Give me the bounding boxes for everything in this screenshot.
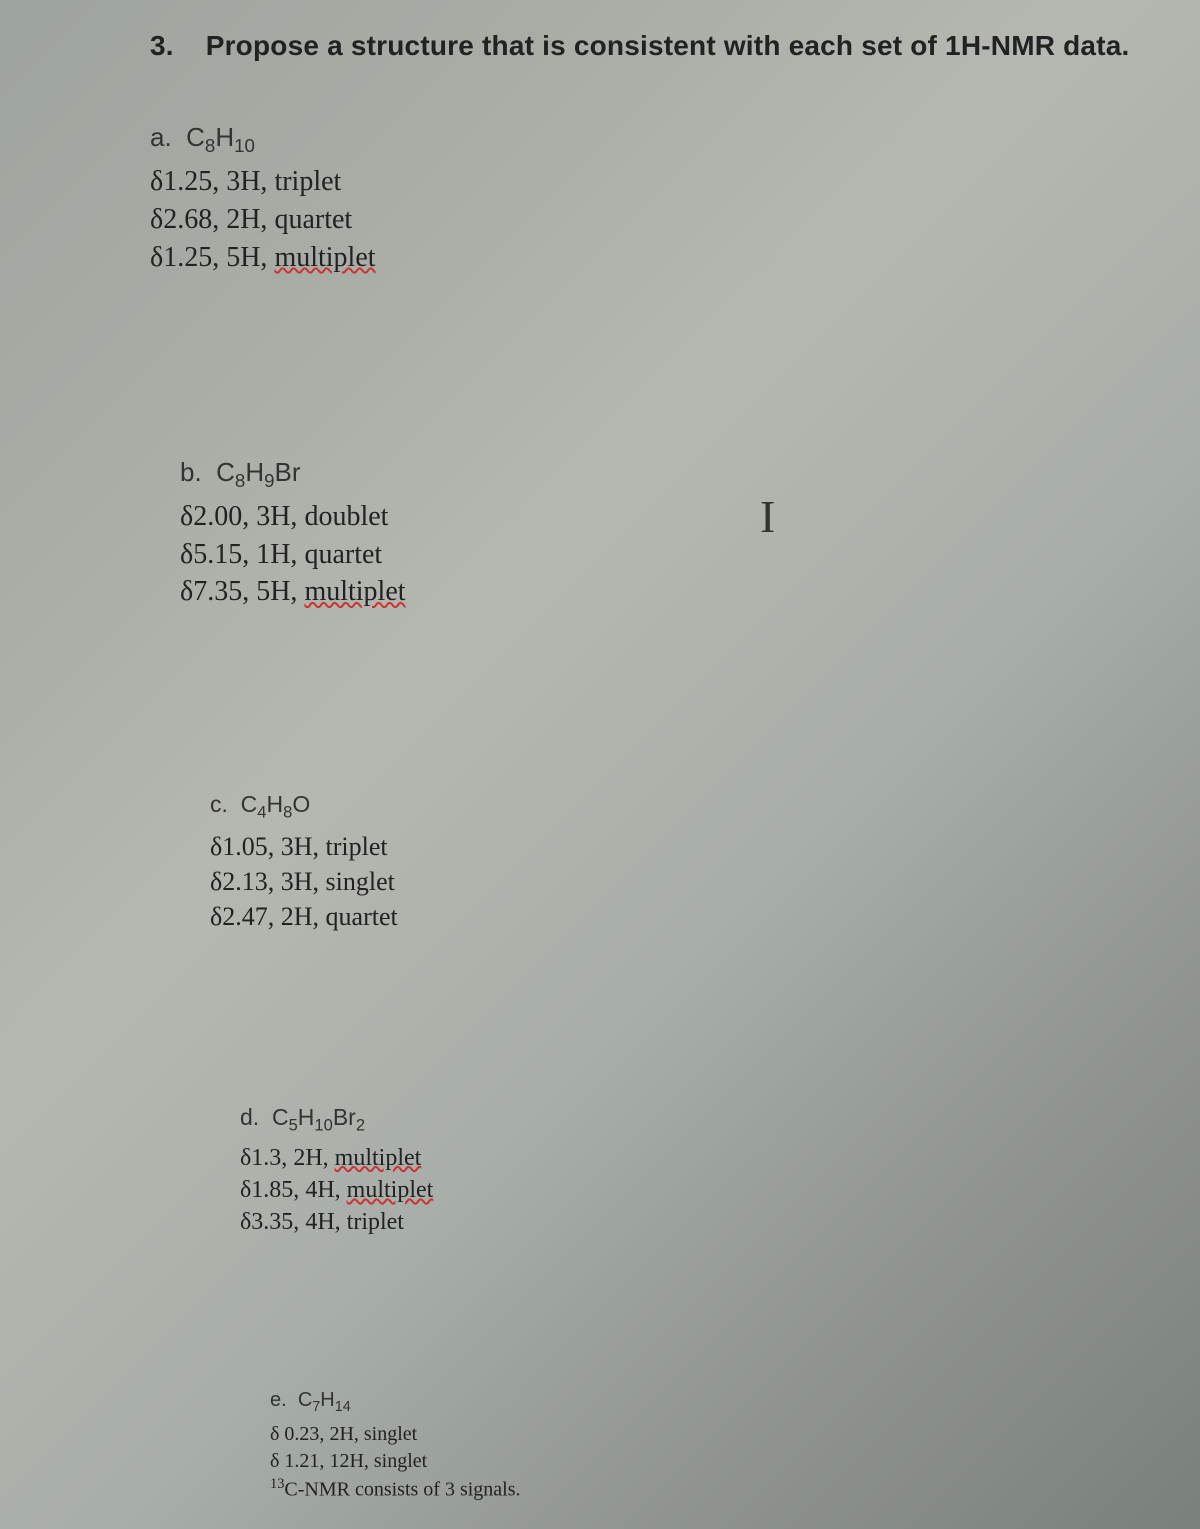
part-d-line-1: δ1.85, 4H, multiplet [240, 1174, 1140, 1206]
part-e-label: e. [270, 1389, 287, 1411]
part-a: a. C8H10 δ1.25, 3H, triplet δ2.68, 2H, q… [150, 122, 1140, 277]
part-e-line-1: δ 1.21, 12H, singlet [270, 1448, 1140, 1475]
part-e-formula: e. C7H14 [270, 1389, 1140, 1415]
part-d-label: d. [240, 1104, 259, 1130]
part-d-formula-text: C5H10Br2 [272, 1104, 365, 1130]
part-e: e. C7H14 δ 0.23, 2H, singlet δ 1.21, 12H… [270, 1389, 1140, 1504]
part-e-extra: 13C-NMR consists of 3 signals. [270, 1475, 1140, 1504]
part-b: b. C8H9Br δ2.00, 3H, doublet δ5.15, 1H, … [180, 457, 1140, 612]
part-a-formula: a. C8H10 [150, 122, 1140, 157]
part-b-formula-text: C8H9Br [216, 457, 300, 487]
part-d-formula: d. C5H10Br2 [240, 1104, 1140, 1136]
part-c-formula-text: C4H8O [241, 791, 311, 817]
part-a-line-0: δ1.25, 3H, triplet [150, 163, 1140, 201]
exam-page: 3. Propose a structure that is consisten… [0, 0, 1200, 1529]
part-b-label: b. [180, 457, 202, 487]
part-c: c. C4H8O δ1.05, 3H, triplet δ2.13, 3H, s… [210, 791, 1140, 934]
question-header: 3. Propose a structure that is consisten… [150, 30, 1140, 62]
question-text: Propose a structure that is consistent w… [206, 30, 1130, 61]
part-a-formula-text: C8H10 [186, 122, 255, 152]
part-b-line-1: δ5.15, 1H, quartet [180, 536, 1140, 574]
part-a-label: a. [150, 122, 172, 152]
part-a-line-1: δ2.68, 2H, quartet [150, 201, 1140, 239]
text-cursor-icon: I [760, 490, 775, 543]
part-d: d. C5H10Br2 δ1.3, 2H, multiplet δ1.85, 4… [240, 1104, 1140, 1239]
part-b-formula: b. C8H9Br [180, 457, 1140, 492]
part-e-formula-text: C7H14 [298, 1389, 351, 1411]
part-e-line-0: δ 0.23, 2H, singlet [270, 1421, 1140, 1448]
part-c-line-2: δ2.47, 2H, quartet [210, 899, 1140, 934]
part-c-label: c. [210, 791, 228, 817]
part-c-line-0: δ1.05, 3H, triplet [210, 829, 1140, 864]
part-b-line-2: δ7.35, 5H, multiplet [180, 573, 1140, 611]
part-d-line-2: δ3.35, 4H, triplet [240, 1206, 1140, 1238]
part-c-line-1: δ2.13, 3H, singlet [210, 864, 1140, 899]
part-d-line-0: δ1.3, 2H, multiplet [240, 1142, 1140, 1174]
question-number: 3. [150, 30, 174, 61]
part-c-formula: c. C4H8O [210, 791, 1140, 823]
part-a-line-2: δ1.25, 5H, multiplet [150, 239, 1140, 277]
part-b-line-0: δ2.00, 3H, doublet [180, 498, 1140, 536]
